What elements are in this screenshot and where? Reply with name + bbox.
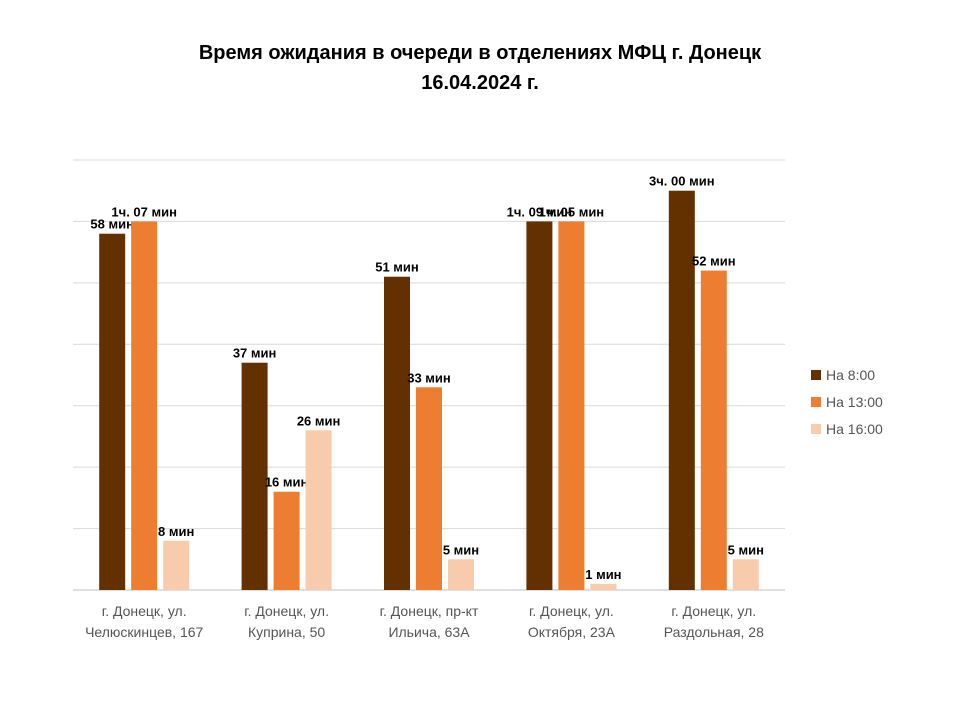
bar (273, 491, 300, 590)
category-label: г. Донецк, ул. (529, 603, 614, 619)
data-label: 8 мин (158, 524, 194, 539)
chart-title-block: Время ожидания в очереди в отделениях МФ… (0, 38, 960, 98)
bar (526, 221, 553, 590)
bar (558, 221, 585, 590)
data-label: 1ч. 05 мин (539, 204, 605, 219)
category-label: Октября, 23А (528, 624, 616, 640)
category-label: Челюскинцев, 167 (85, 624, 203, 640)
category-label: Раздольная, 28 (664, 624, 764, 640)
legend-swatch (811, 424, 821, 434)
legend-label: На 8:00 (826, 367, 875, 383)
bar (241, 362, 268, 590)
category-label: Куприна, 50 (248, 624, 325, 640)
data-label: 3ч. 00 мин (649, 174, 715, 189)
data-label: 1ч. 09 мин (507, 204, 573, 219)
bar (131, 221, 158, 590)
data-label: 5 мин (443, 542, 479, 557)
bar (448, 559, 474, 590)
bar (732, 559, 759, 590)
bar (384, 276, 410, 590)
category-label: Ильича, 63А (388, 624, 470, 640)
bar (163, 540, 190, 590)
data-label: 52 мин (692, 254, 736, 269)
data-label: 51 мин (375, 260, 419, 275)
data-label: 58 мин (90, 217, 134, 232)
legend-label: На 16:00 (826, 421, 883, 437)
bar (416, 387, 442, 590)
bar (99, 233, 126, 590)
data-label: 5 мин (728, 542, 764, 557)
bar (700, 270, 727, 590)
category-label: г. Донецк, пр-кт (380, 603, 479, 619)
category-label: г. Донецк, ул. (102, 603, 187, 619)
bar (668, 190, 695, 590)
category-label: г. Донецк, ул. (671, 603, 756, 619)
legend-swatch (811, 370, 821, 380)
data-label: 26 мин (297, 413, 341, 428)
chart-subtitle: 16.04.2024 г. (421, 72, 539, 94)
chart-title: Время ожидания в очереди в отделениях МФ… (198, 42, 762, 64)
legend-label: На 13:00 (826, 394, 883, 410)
data-label: 37 мин (233, 346, 277, 361)
data-label: 1ч. 07 мин (111, 204, 177, 219)
legend-swatch (811, 397, 821, 407)
data-label: 16 мин (265, 475, 309, 490)
bar (305, 430, 332, 590)
bar (590, 583, 617, 590)
data-label: 33 мин (407, 370, 451, 385)
category-label: г. Донецк, ул. (244, 603, 329, 619)
data-label: 1 мин (585, 567, 621, 582)
